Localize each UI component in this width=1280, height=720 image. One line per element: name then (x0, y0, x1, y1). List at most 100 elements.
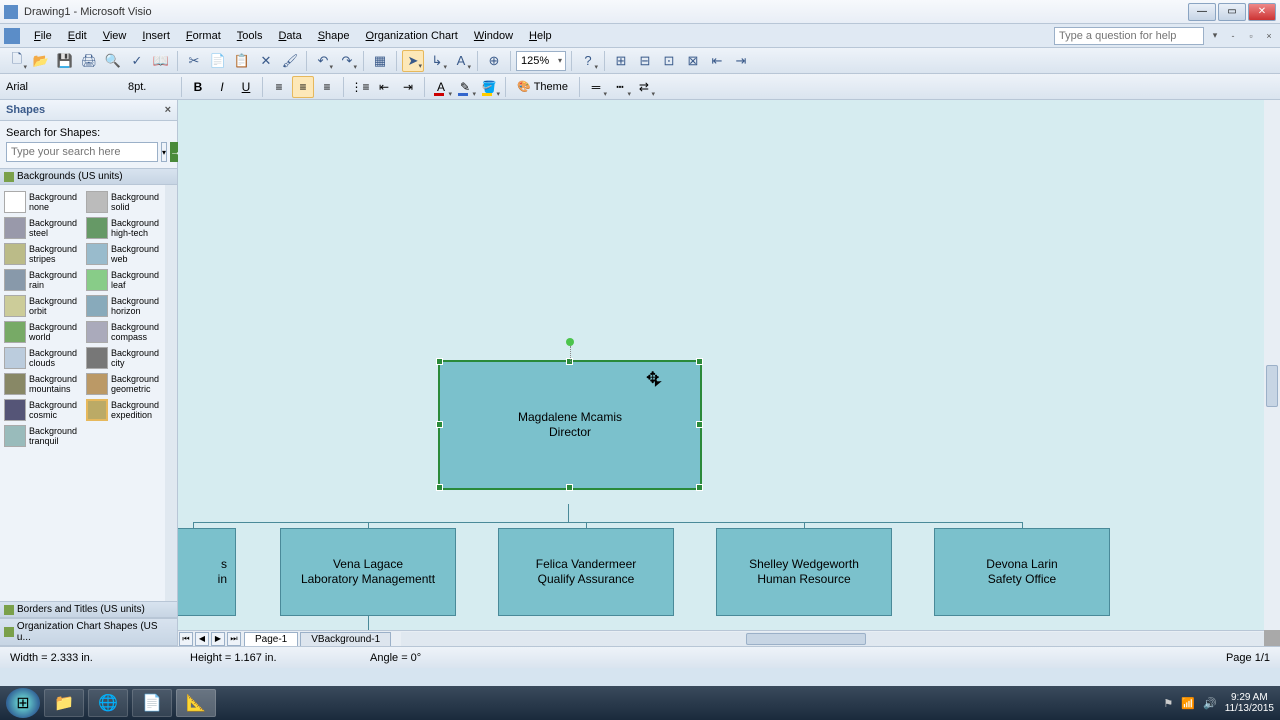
decrease-indent-button[interactable]: ⇤ (373, 76, 395, 98)
new-button[interactable]: 🗋 (6, 50, 28, 72)
menu-edit[interactable]: Edit (60, 27, 95, 45)
menu-view[interactable]: View (95, 27, 135, 45)
tab-last[interactable]: ⏭ (227, 632, 241, 646)
menu-window[interactable]: Window (466, 27, 521, 45)
font-color-button[interactable]: A (430, 76, 452, 98)
start-button[interactable]: ⊞ (6, 688, 40, 718)
tab-next[interactable]: ▶ (211, 632, 225, 646)
shape-item[interactable]: Background mountains (2, 371, 84, 397)
spelling-button[interactable]: ✓ (126, 50, 148, 72)
shapes-search-input[interactable] (6, 142, 158, 162)
mdi-close[interactable]: × (1262, 29, 1276, 43)
shape-item[interactable]: Background solid (84, 189, 166, 215)
tray-network-icon[interactable]: 📶 (1181, 697, 1195, 710)
shape-item[interactable]: Background tranquil (2, 423, 84, 449)
increase-indent-button[interactable]: ⇥ (397, 76, 419, 98)
stencil-orgchart-header[interactable]: Organization Chart Shapes (US u... (0, 618, 177, 646)
system-clock[interactable]: 9:29 AM11/13/2015 (1225, 692, 1274, 714)
shape-item[interactable]: Background none (2, 189, 84, 215)
menu-tools[interactable]: Tools (229, 27, 271, 45)
copy-button[interactable]: 📄 (207, 50, 229, 72)
paste-button[interactable]: 📋 (231, 50, 253, 72)
menu-file[interactable]: File (26, 27, 60, 45)
connector-tool[interactable]: ↳ (426, 50, 448, 72)
align-left-button[interactable]: ≡ (268, 76, 290, 98)
org-box[interactable]: Devona LarinSafety Office (934, 528, 1110, 616)
shapes-window-button[interactable]: ▦ (369, 50, 391, 72)
shape-item[interactable]: Background expedition (84, 397, 166, 423)
help-button[interactable]: ? (577, 50, 599, 72)
shape-item[interactable]: Background city (84, 345, 166, 371)
align-right-button[interactable]: ≡ (316, 76, 338, 98)
print-button[interactable]: 🖨 (78, 50, 100, 72)
delete-button[interactable]: ✕ (255, 50, 277, 72)
menu-shape[interactable]: Shape (310, 27, 358, 45)
stencil-backgrounds-header[interactable]: Backgrounds (US units) (0, 168, 177, 185)
shape-item[interactable]: Background leaf (84, 267, 166, 293)
line-pattern-button[interactable]: ┅ (609, 76, 631, 98)
taskbar-visio[interactable]: 📐 (176, 689, 216, 717)
fill-color-button[interactable]: 🪣 (478, 76, 500, 98)
format-painter-button[interactable]: 🖌 (279, 50, 301, 72)
org-layout-h[interactable]: ⊟ (634, 50, 656, 72)
italic-button[interactable]: I (211, 76, 233, 98)
redo-button[interactable]: ↷ (336, 50, 358, 72)
align-center-button[interactable]: ≡ (292, 76, 314, 98)
theme-button[interactable]: 🎨Theme (511, 76, 574, 98)
undo-button[interactable]: ↶ (312, 50, 334, 72)
org-box[interactable]: Vena LagaceLaboratory Managementt (280, 528, 456, 616)
tray-sound-icon[interactable]: 🔊 (1203, 697, 1217, 710)
org-move-left[interactable]: ⇤ (706, 50, 728, 72)
save-button[interactable]: 💾 (54, 50, 76, 72)
minimize-button[interactable]: ― (1188, 3, 1216, 21)
bullets-button[interactable]: ⋮≡ (349, 76, 371, 98)
help-search-input[interactable] (1054, 27, 1204, 45)
line-weight-button[interactable]: ═ (585, 76, 607, 98)
tab-page1[interactable]: Page-1 (244, 632, 298, 646)
menu-format[interactable]: Format (178, 27, 229, 45)
text-tool[interactable]: A (450, 50, 472, 72)
shape-item[interactable]: Background rain (2, 267, 84, 293)
stencil-borders-header[interactable]: Borders and Titles (US units) (0, 601, 177, 618)
shape-item[interactable]: Background compass (84, 319, 166, 345)
shapes-search-dropdown[interactable]: ▾ (161, 142, 167, 162)
zoom-combo[interactable]: 125% (516, 51, 566, 71)
line-ends-button[interactable]: ⇄ (633, 76, 655, 98)
research-button[interactable]: 📖 (150, 50, 172, 72)
canvas-vscrollbar[interactable] (1264, 100, 1280, 630)
org-layout-v[interactable]: ⊡ (658, 50, 680, 72)
print-preview-button[interactable]: 🔍 (102, 50, 124, 72)
mdi-restore[interactable]: ▫ (1244, 29, 1258, 43)
shape-item[interactable]: Background steel (2, 215, 84, 241)
cut-button[interactable]: ✂ (183, 50, 205, 72)
close-button[interactable]: ✕ (1248, 3, 1276, 21)
tab-prev[interactable]: ◀ (195, 632, 209, 646)
menu-insert[interactable]: Insert (134, 27, 178, 45)
menu-organization-chart[interactable]: Organization Chart (358, 27, 466, 45)
org-relayout[interactable]: ⊞ (610, 50, 632, 72)
line-color-button[interactable]: ✎ (454, 76, 476, 98)
menu-help[interactable]: Help (521, 27, 560, 45)
taskbar-chrome[interactable]: 🌐 (88, 689, 128, 717)
pointer-tool[interactable]: ➤ (402, 50, 424, 72)
org-box[interactable]: Shelley WedgeworthHuman Resource (716, 528, 892, 616)
tab-first[interactable]: ⏮ (179, 632, 193, 646)
shapes-close-icon[interactable]: × (165, 104, 171, 116)
shape-item[interactable]: Background clouds (2, 345, 84, 371)
org-move-right[interactable]: ⇥ (730, 50, 752, 72)
mdi-minimize[interactable]: - (1226, 29, 1240, 43)
connection-point-tool[interactable]: ⊕ (483, 50, 505, 72)
underline-button[interactable]: U (235, 76, 257, 98)
bold-button[interactable]: B (187, 76, 209, 98)
org-layout-side[interactable]: ⊠ (682, 50, 704, 72)
org-box[interactable]: Magdalene McamisDirector (438, 360, 702, 490)
org-box[interactable]: sin (178, 528, 236, 616)
open-button[interactable]: 📂 (30, 50, 52, 72)
tray-flag-icon[interactable]: ⚑ (1163, 697, 1173, 710)
shape-item[interactable]: Background web (84, 241, 166, 267)
shape-item[interactable]: Background high-tech (84, 215, 166, 241)
font-size-combo[interactable]: 8pt. (128, 81, 176, 93)
shape-item[interactable]: Background horizon (84, 293, 166, 319)
drawing-page[interactable]: Magdalene McamisDirector sin Vena LagaceLa… (178, 100, 1264, 630)
shape-item[interactable]: Background stripes (2, 241, 84, 267)
